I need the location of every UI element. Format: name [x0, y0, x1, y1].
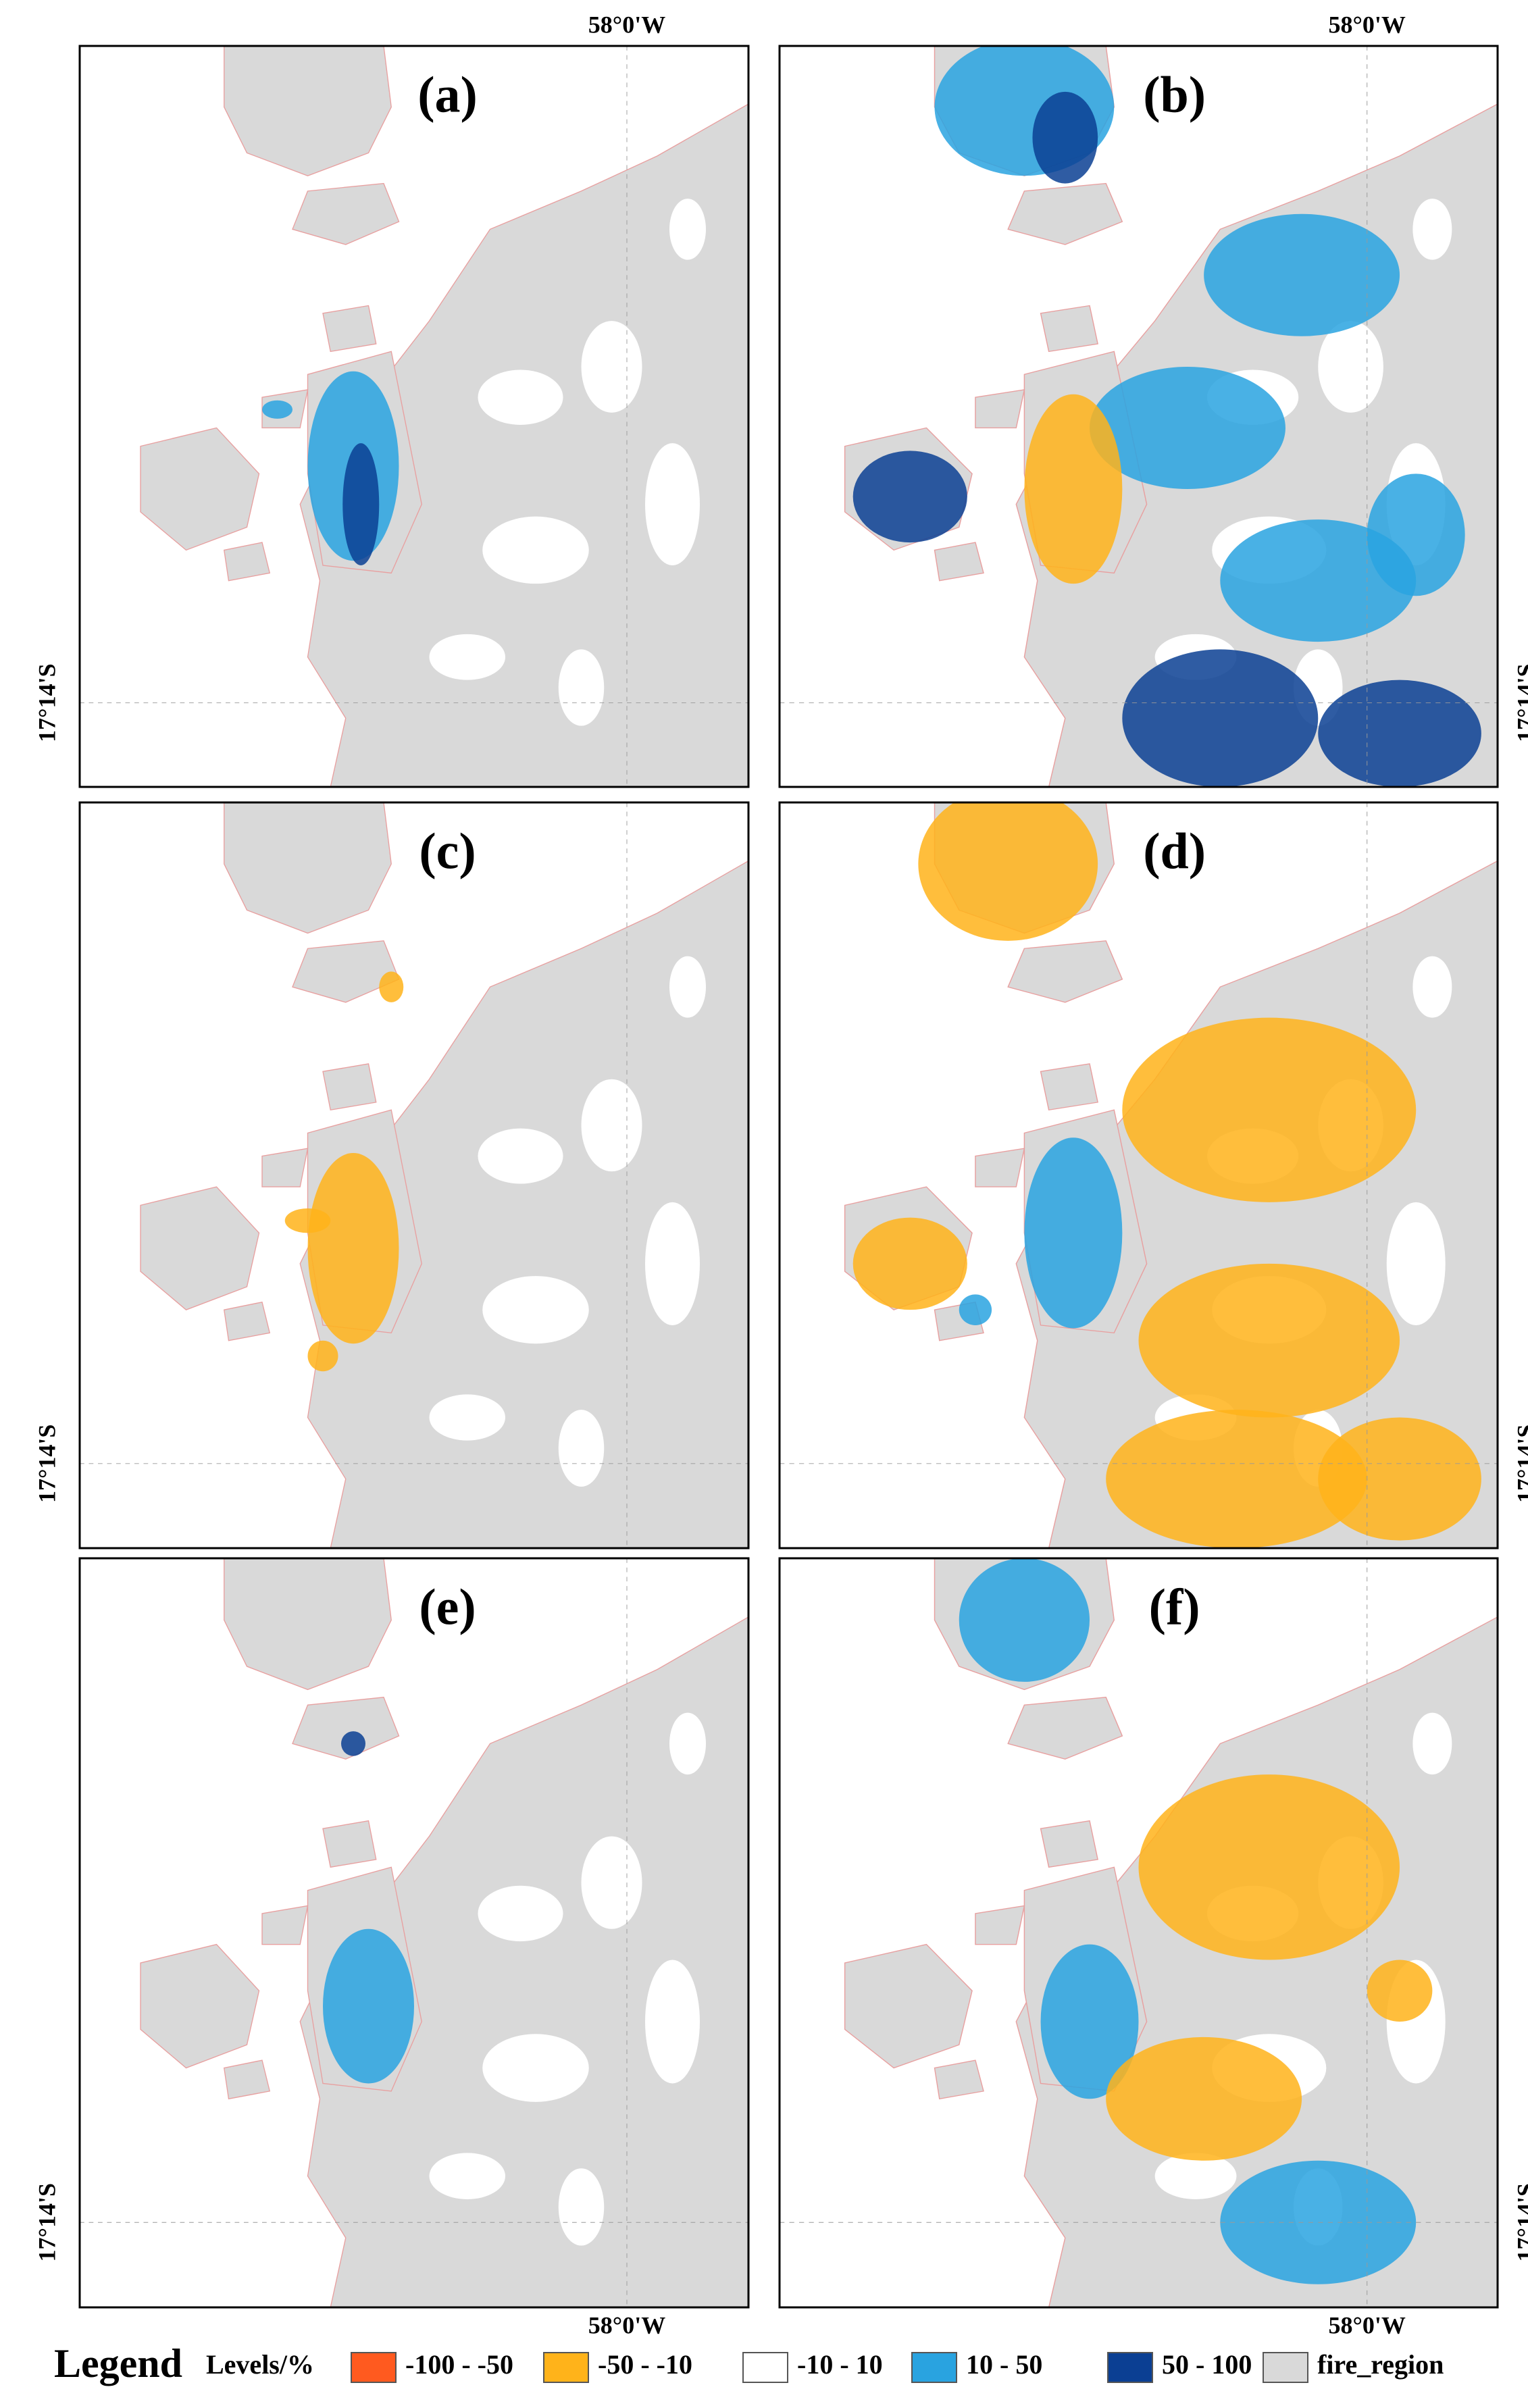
change-patch: [1318, 680, 1481, 787]
panel-label: (c): [419, 823, 476, 879]
change-patch: [341, 1731, 365, 1756]
change-patch: [1024, 1137, 1123, 1329]
change-patch: [1138, 1263, 1400, 1418]
panel-border: [778, 801, 1499, 1549]
map-panel: (a) 58°0'W 17°14'S: [33, 11, 750, 788]
lon-label: 58°0'W: [588, 2311, 665, 2338]
change-patch: [1024, 394, 1123, 584]
change-patch: [1367, 473, 1465, 596]
change-patch: [1204, 213, 1400, 336]
change-patch: [959, 1558, 1090, 1682]
map-area: [780, 1558, 1498, 2307]
change-patch: [1032, 91, 1098, 184]
change-patch: [1122, 1017, 1417, 1202]
change-patch: [959, 1294, 992, 1325]
change-patch: [1090, 366, 1285, 489]
change-patch: [284, 1208, 331, 1233]
legend-label: -100 - -50: [405, 2349, 513, 2380]
map-area: [80, 1558, 748, 2307]
legend-swatch: [543, 2352, 589, 2383]
lat-label: 17°14'S: [1512, 2183, 1528, 2261]
legend-label: fire_region: [1317, 2349, 1444, 2380]
map-area: [780, 802, 1498, 1548]
fire-region: [141, 1558, 748, 2307]
panel-border: [778, 45, 1499, 788]
change-patch: [1106, 2036, 1302, 2161]
map-panel: (f) 58°0'W 17°14'S: [778, 1557, 1528, 2338]
change-patch: [1040, 1944, 1139, 2099]
fire-region: [141, 802, 748, 1548]
change-patch: [1138, 1774, 1400, 1960]
legend-label: -10 - 10: [797, 2349, 883, 2380]
lat-label: 17°14'S: [33, 2183, 60, 2261]
legend-label: 10 - 50: [966, 2349, 1042, 2380]
change-patch: [1106, 1410, 1367, 1548]
change-patch: [307, 1340, 338, 1372]
panel-border: [78, 45, 750, 788]
change-patch: [1122, 649, 1319, 787]
panel-border: [78, 1557, 750, 2309]
change-patch: [918, 802, 1098, 941]
map-area: [780, 46, 1498, 787]
panel-label: (e): [419, 1579, 476, 1635]
legend-label: 50 - 100: [1162, 2349, 1252, 2380]
map-area: [80, 802, 748, 1548]
lat-label: 17°14'S: [1512, 663, 1528, 742]
change-patch: [342, 443, 380, 566]
legend-label: -50 - -10: [598, 2349, 692, 2380]
legend-swatch: [911, 2352, 957, 2383]
lon-label: 58°0'W: [1329, 11, 1406, 38]
panel-border: [778, 1557, 1499, 2309]
legend-swatch: [351, 2352, 397, 2383]
map-panel: (e) 58°0'W 17°14'S: [33, 1557, 750, 2338]
panel-label: (a): [417, 66, 478, 123]
legend-swatch: [1107, 2352, 1153, 2383]
legend-swatch: [742, 2352, 788, 2383]
panel-label: (f): [1149, 1579, 1200, 1635]
change-patch: [323, 1928, 414, 2084]
map-panel: (d) 17°14'S: [778, 801, 1528, 1549]
change-patch: [307, 1152, 399, 1344]
legend-swatch: [1263, 2352, 1308, 2383]
change-patch: [852, 451, 967, 543]
change-patch: [262, 400, 292, 419]
panel-label: (b): [1143, 66, 1206, 123]
map-panel: (c) 17°14'S: [33, 801, 750, 1549]
panel-label: (d): [1143, 823, 1206, 879]
change-patch: [852, 1217, 967, 1310]
map-area: [80, 46, 748, 787]
lon-label: 58°0'W: [1329, 2311, 1406, 2338]
panel-border: [78, 801, 750, 1549]
change-patch: [379, 971, 404, 1002]
legend-subtitle: Levels/%: [206, 2349, 314, 2380]
lat-label: 17°14'S: [33, 663, 60, 742]
lat-label: 17°14'S: [1512, 1425, 1528, 1503]
fire-region: [141, 46, 748, 787]
change-patch: [1367, 1959, 1433, 2022]
lon-label: 58°0'W: [588, 11, 665, 38]
lat-label: 17°14'S: [33, 1425, 60, 1503]
legend-title: Legend: [54, 2341, 182, 2386]
change-patch: [1318, 1417, 1481, 1541]
map-panel: (b) 58°0'W 17°14'S: [778, 11, 1528, 788]
